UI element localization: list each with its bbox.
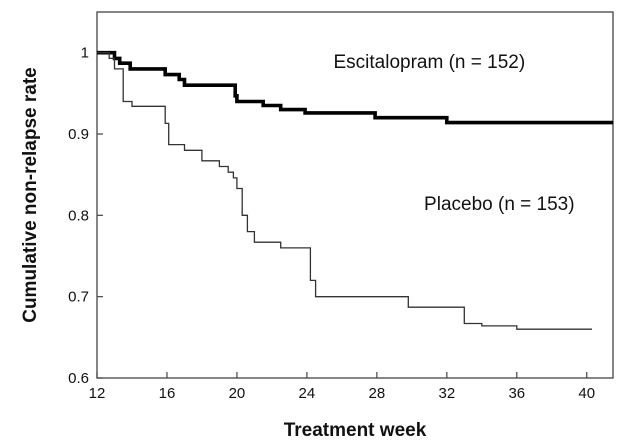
- x-tick-label: 16: [159, 385, 176, 402]
- y-tick-label: 0.8: [68, 207, 89, 224]
- x-axis-title: Treatment week: [284, 420, 427, 441]
- x-tick-label: 28: [369, 385, 386, 402]
- x-tick-label: 32: [438, 385, 455, 402]
- x-axis-ticks: 12 16 20 24 28 32 36 40: [89, 372, 595, 402]
- y-tick-label: 1: [81, 45, 89, 62]
- y-tick-label: 0.9: [68, 126, 89, 143]
- y-axis-title: Cumulative non-relapse rate: [20, 67, 41, 323]
- x-tick-label: 20: [229, 385, 246, 402]
- escitalopram-label: Escitalopram (n = 152): [334, 52, 526, 73]
- placebo-label: Placebo (n = 153): [424, 194, 575, 215]
- placebo-line: [97, 52, 592, 330]
- x-tick-label: 24: [299, 385, 316, 402]
- series-lines: [97, 50, 613, 330]
- y-tick-label: 0.7: [68, 289, 89, 306]
- x-tick-label: 12: [89, 385, 106, 402]
- x-tick-label: 36: [508, 385, 525, 402]
- y-tick-label: 0.6: [68, 370, 89, 387]
- y-axis-ticks: 0.6 0.7 0.8 0.9 1: [68, 45, 103, 387]
- x-tick-label: 40: [578, 385, 595, 402]
- plot-frame: [96, 11, 614, 379]
- escitalopram-line: [97, 50, 613, 125]
- annotations: Escitalopram (n = 152) Placebo (n = 153): [334, 52, 575, 215]
